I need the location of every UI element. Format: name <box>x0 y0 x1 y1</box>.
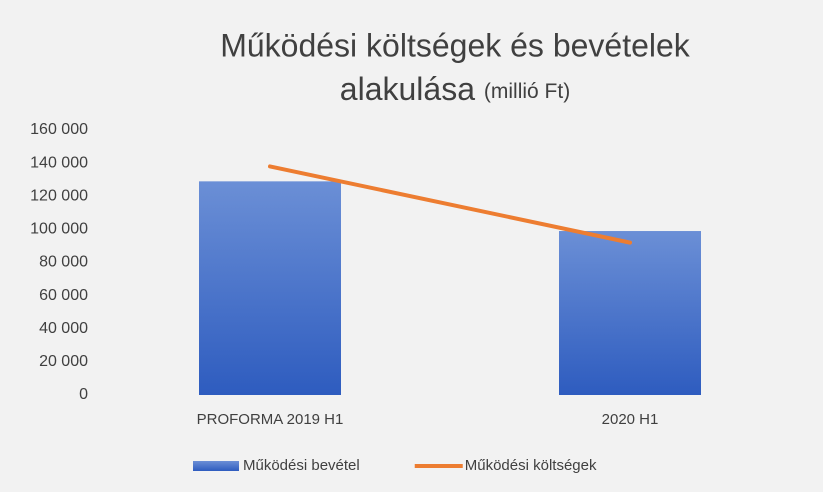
chart-title-line: alakulása (millió Ft) <box>340 71 570 107</box>
y-tick-label: 80 000 <box>39 254 88 271</box>
legend-label: Működési bevétel <box>243 457 360 474</box>
y-tick-label: 140 000 <box>30 154 88 171</box>
legend-label: Működési költségek <box>465 457 597 474</box>
y-tick-label: 160 000 <box>30 121 88 138</box>
y-tick-label: 120 000 <box>30 187 88 204</box>
chart-title: alakulása <box>340 71 475 107</box>
y-tick-label: 0 <box>79 386 88 403</box>
y-tick-label: 100 000 <box>30 221 88 238</box>
line <box>268 164 632 245</box>
y-tick-label: 40 000 <box>39 320 88 337</box>
legend-swatch <box>193 461 239 471</box>
bar <box>199 181 341 395</box>
x-tick-label: 2020 H1 <box>602 411 659 428</box>
y-tick-label: 60 000 <box>39 287 88 304</box>
chart-subtitle: (millió Ft) <box>484 80 570 103</box>
y-tick-label: 20 000 <box>39 353 88 370</box>
x-tick-label: PROFORMA 2019 H1 <box>197 411 344 428</box>
chart-title: Működési költségek és bevételek <box>220 27 691 63</box>
bar <box>559 231 701 395</box>
